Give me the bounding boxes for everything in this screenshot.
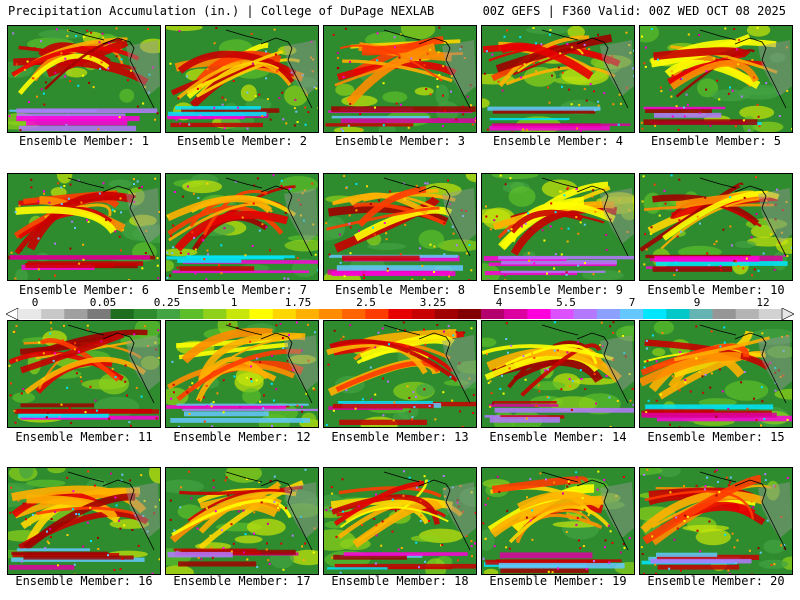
colorbar-swatch — [411, 309, 436, 319]
ensemble-member-label-11: Ensemble Member: 11 — [15, 430, 153, 444]
ensemble-member-label-12: Ensemble Member: 12 — [173, 430, 311, 444]
colorbar-tick-10: 9 — [693, 296, 701, 309]
header-title: Precipitation Accumulation (in.) | Colle… — [8, 4, 435, 18]
colorbar-tick-7: 4 — [495, 296, 503, 309]
colorbar-swatch — [342, 309, 366, 319]
ensemble-map-7 — [165, 173, 319, 281]
ensemble-member-label-5: Ensemble Member: 5 — [650, 134, 782, 148]
colorbar-swatch — [643, 309, 667, 319]
colorbar-swatch — [64, 309, 88, 319]
colorbar-swatch — [249, 309, 273, 319]
colorbar-max-arrow — [781, 308, 794, 320]
colorbar-swatch — [110, 309, 135, 319]
colorbar-tick-11: 12 — [756, 296, 770, 309]
colorbar-swatch — [41, 309, 65, 319]
colorbar-tick-1: 0.05 — [89, 296, 117, 309]
ensemble-member-label-4: Ensemble Member: 4 — [492, 134, 624, 148]
colorbar-min-arrow — [6, 308, 19, 320]
colorbar-swatch — [758, 309, 783, 319]
ensemble-member-label-1: Ensemble Member: 1 — [18, 134, 150, 148]
ensemble-map-18 — [323, 467, 477, 575]
ensemble-member-label-13: Ensemble Member: 13 — [331, 430, 469, 444]
ensemble-map-19 — [481, 467, 635, 575]
colorbar-swatch — [573, 309, 598, 319]
ensemble-member-label-17: Ensemble Member: 17 — [173, 574, 311, 588]
ensemble-map-2 — [165, 25, 319, 133]
ensemble-map-17 — [165, 467, 319, 575]
ensemble-member-label-3: Ensemble Member: 3 — [334, 134, 466, 148]
colorbar-swatch — [596, 309, 621, 319]
ensemble-member-label-19: Ensemble Member: 19 — [489, 574, 627, 588]
colorbar-swatch — [712, 309, 736, 319]
colorbar-swatch — [457, 309, 482, 319]
ensemble-map-13 — [323, 320, 477, 428]
colorbar-swatch — [434, 309, 459, 319]
colorbar-swatch — [180, 309, 204, 319]
colorbar — [6, 308, 794, 320]
colorbar-tick-9: 7 — [628, 296, 636, 309]
ensemble-member-label-7: Ensemble Member: 7 — [176, 283, 308, 297]
ensemble-map-6 — [7, 173, 161, 281]
ensemble-map-4 — [481, 25, 635, 133]
colorbar-swatch — [481, 309, 505, 319]
colorbar-swatch — [203, 309, 227, 319]
colorbar-swatch — [156, 309, 181, 319]
ensemble-map-14 — [481, 320, 635, 428]
ensemble-member-label-9: Ensemble Member: 9 — [492, 283, 624, 297]
ensemble-map-15 — [639, 320, 793, 428]
colorbar-tick-6: 3.25 — [419, 296, 447, 309]
colorbar-tick-8: 5.5 — [556, 296, 576, 309]
colorbar-swatch — [388, 309, 412, 319]
ensemble-map-12 — [165, 320, 319, 428]
colorbar-swatch — [504, 309, 528, 319]
colorbar-swatch — [18, 309, 42, 319]
ensemble-map-3 — [323, 25, 477, 133]
ensemble-map-11 — [7, 320, 161, 428]
colorbar-swatch — [527, 309, 551, 319]
ensemble-member-label-16: Ensemble Member: 16 — [15, 574, 153, 588]
ensemble-member-label-2: Ensemble Member: 2 — [176, 134, 308, 148]
colorbar-swatch — [689, 309, 713, 319]
ensemble-map-10 — [639, 173, 793, 281]
ensemble-member-label-6: Ensemble Member: 6 — [18, 283, 150, 297]
colorbar-swatch — [365, 309, 389, 319]
ensemble-member-label-8: Ensemble Member: 8 — [334, 283, 466, 297]
colorbar-tick-0: 0 — [31, 296, 39, 309]
ensemble-map-20 — [639, 467, 793, 575]
header-valid-time: 00Z GEFS | F360 Valid: 00Z WED OCT 08 20… — [482, 4, 786, 18]
ensemble-map-8 — [323, 173, 477, 281]
colorbar-swatch — [295, 309, 320, 319]
colorbar-tick-labels: 0 0.05 0.25 1 1.75 2.5 3.25 4 5.5 7 9 12 — [0, 296, 800, 309]
colorbar-swatch — [666, 309, 690, 319]
colorbar-swatch — [226, 309, 250, 319]
ensemble-member-label-20: Ensemble Member: 20 — [647, 574, 785, 588]
ensemble-map-5 — [639, 25, 793, 133]
ensemble-member-label-15: Ensemble Member: 15 — [647, 430, 785, 444]
ensemble-map-1 — [7, 25, 161, 133]
colorbar-swatch — [550, 309, 574, 319]
colorbar-swatch — [318, 309, 343, 319]
ensemble-member-label-10: Ensemble Member: 10 — [647, 283, 785, 297]
colorbar-tick-5: 2.5 — [356, 296, 376, 309]
colorbar-swatch — [272, 309, 297, 319]
ensemble-member-label-18: Ensemble Member: 18 — [331, 574, 469, 588]
ensemble-member-label-14: Ensemble Member: 14 — [489, 430, 627, 444]
ensemble-map-9 — [481, 173, 635, 281]
colorbar-tick-3: 1 — [230, 296, 238, 309]
colorbar-tick-2: 0.25 — [153, 296, 181, 309]
ensemble-map-16 — [7, 467, 161, 575]
colorbar-swatch — [87, 309, 111, 319]
colorbar-swatch — [619, 309, 644, 319]
colorbar-swatch — [133, 309, 158, 319]
colorbar-tick-4: 1.75 — [284, 296, 312, 309]
colorbar-swatch — [735, 309, 760, 319]
